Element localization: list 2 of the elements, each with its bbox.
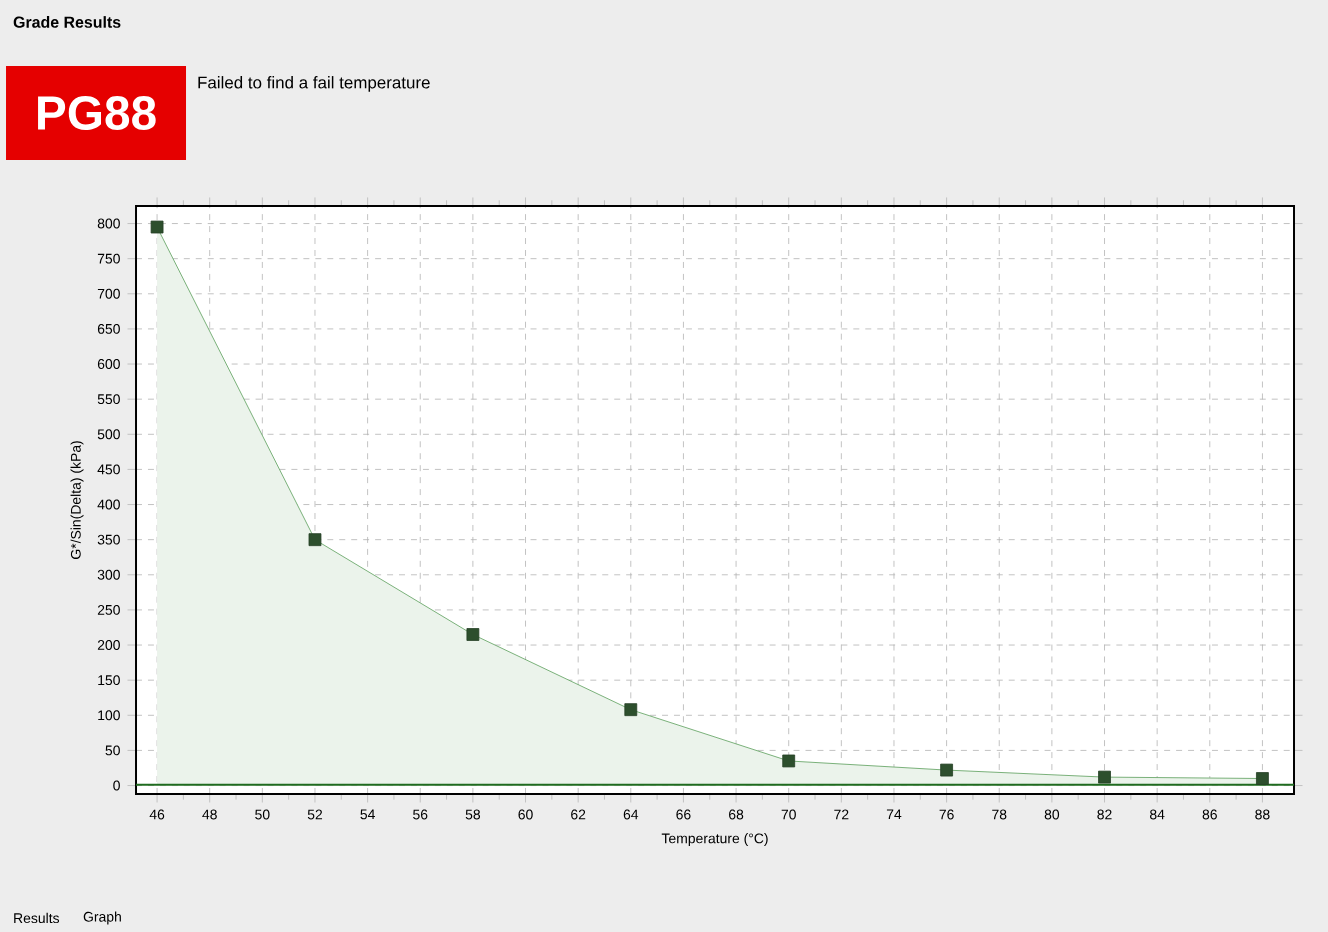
chart-subtitle: Failed to find a fail temperature bbox=[198, 76, 430, 92]
chart-title: PG88 bbox=[38, 96, 156, 130]
